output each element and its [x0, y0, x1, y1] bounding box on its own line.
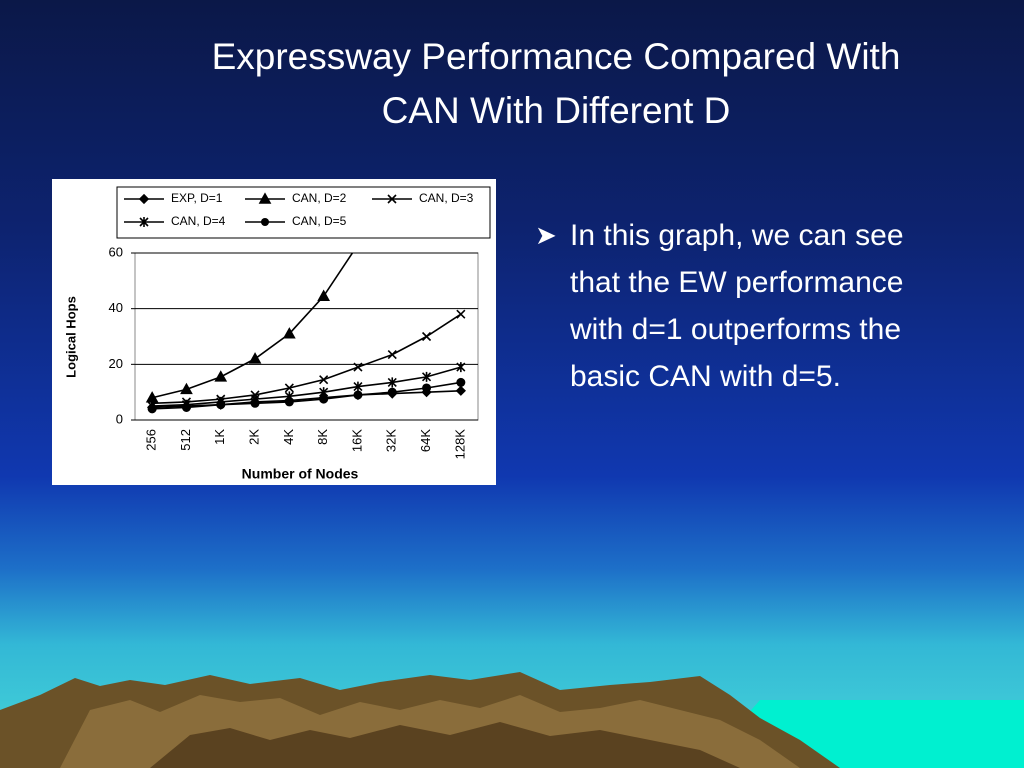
data-point [353, 390, 363, 400]
legend-marker [139, 217, 149, 227]
title-line: CAN With Different D [381, 90, 731, 131]
x-tick-label: 1K [212, 429, 227, 445]
data-point [214, 370, 228, 382]
legend-marker [387, 194, 397, 204]
series-line [152, 381, 461, 410]
legend-label: CAN, D=3 [419, 191, 474, 205]
legend-box [116, 186, 491, 239]
y-tick-label: 40 [109, 300, 123, 315]
x-tick-label: 64K [418, 429, 433, 452]
y-tick-label: 20 [109, 356, 123, 371]
legend-marker [138, 193, 150, 205]
legend-marker [258, 192, 272, 204]
bullet: ➤ In this graph, we can see that the EW … [535, 212, 935, 400]
x-tick-label: 128K [452, 429, 467, 460]
data-point [147, 404, 157, 414]
legend-label: EXP, D=1 [171, 191, 223, 205]
data-point [387, 377, 397, 388]
data-point [250, 398, 260, 408]
data-point [422, 383, 432, 393]
data-point [282, 327, 296, 339]
data-point [248, 352, 262, 364]
data-point [455, 385, 466, 396]
slide-title: Expressway Performance Compared With CAN… [100, 30, 1012, 138]
bullet-text: In this graph, we can see that the EW pe… [570, 219, 904, 393]
data-point [319, 394, 329, 404]
data-point [216, 400, 226, 410]
data-point [180, 382, 193, 395]
legend-label: CAN, D=2 [292, 191, 347, 205]
data-point [456, 309, 466, 319]
data-point [387, 387, 397, 397]
y-axis-title: Logical Hops [63, 296, 78, 378]
x-tick-label: 4K [281, 429, 296, 445]
legend-label: CAN, D=5 [292, 214, 347, 228]
legend-label: CAN, D=4 [171, 214, 226, 228]
data-point [284, 383, 294, 393]
x-tick-label: 8K [315, 429, 330, 445]
legend-marker [261, 218, 269, 226]
data-point [353, 381, 363, 392]
x-tick-label: 512 [178, 429, 193, 451]
data-point [353, 240, 363, 249]
x-tick-label: 256 [144, 429, 159, 451]
bullet-arrow: ➤ [535, 220, 557, 250]
series-line [152, 366, 462, 407]
data-point [421, 331, 432, 342]
x-tick-label: 2K [246, 429, 261, 445]
data-point [387, 350, 397, 360]
data-point [319, 375, 329, 385]
series-line [152, 313, 462, 405]
x-tick-label: 16K [349, 429, 364, 452]
chart: Logical Hops Number of Nodes 0 20 40 60 256 5… [52, 179, 496, 485]
data-point [421, 371, 432, 382]
title-line: Expressway Performance Compared With [211, 36, 901, 77]
data-point [284, 397, 294, 407]
y-tick-label: 60 [109, 244, 123, 259]
x-axis-title: Number of Nodes [242, 466, 359, 482]
data-point [456, 377, 466, 387]
data-point [317, 289, 331, 301]
data-point [181, 402, 191, 412]
y-tick-label: 0 [116, 411, 123, 426]
x-tick-label: 32K [384, 429, 399, 452]
mountains [0, 672, 1024, 768]
